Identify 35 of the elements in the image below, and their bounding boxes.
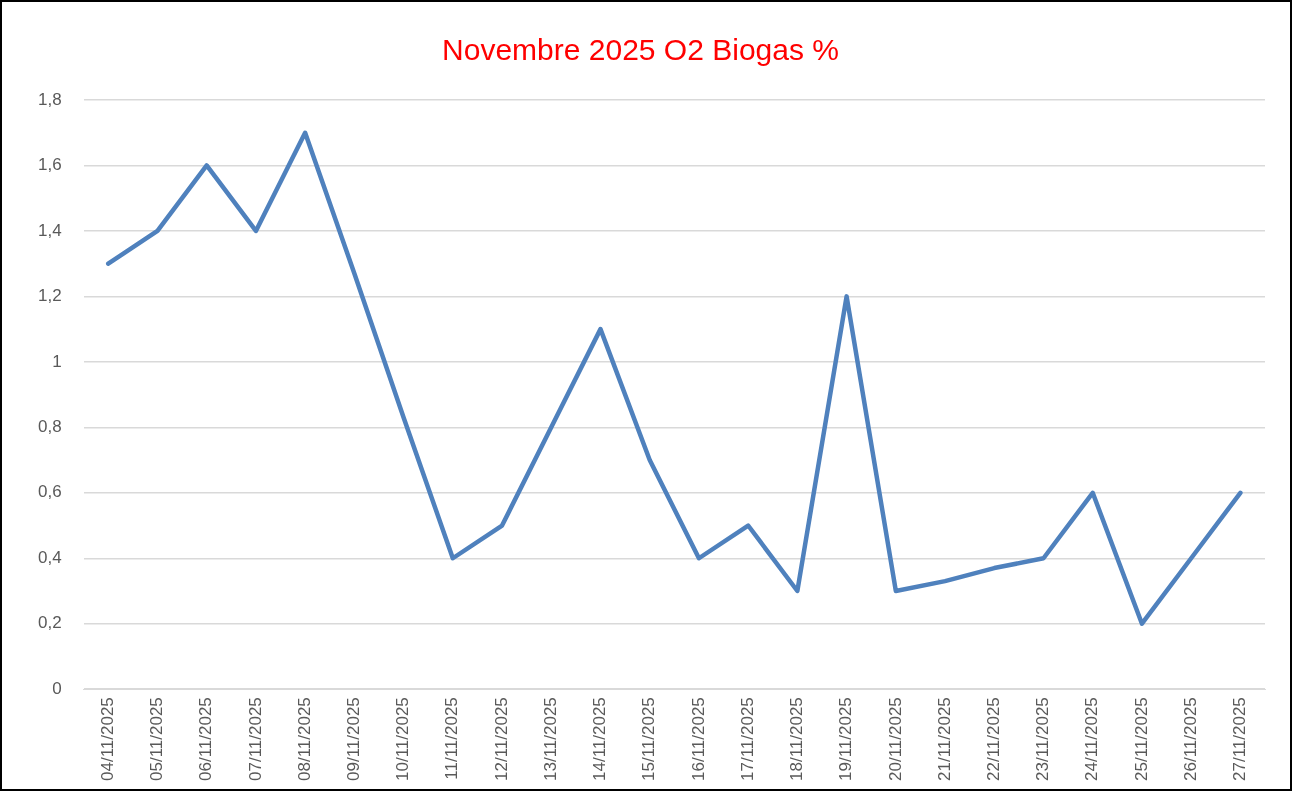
x-tick-label: 10/11/2025 <box>393 697 413 782</box>
x-tick-label: 06/11/2025 <box>196 697 216 782</box>
x-tick-label: 11/11/2025 <box>442 697 462 780</box>
x-tick-label: 12/11/2025 <box>491 697 511 782</box>
x-tick-label: 23/11/2025 <box>1033 697 1053 782</box>
y-tick-label: 0,2 <box>37 613 62 633</box>
x-tick-label: 26/11/2025 <box>1180 697 1200 782</box>
x-tick-label: 21/11/2025 <box>934 697 954 782</box>
x-tick-label: 05/11/2025 <box>147 697 167 782</box>
x-tick-label: 14/11/2025 <box>590 697 610 782</box>
x-tick-label: 20/11/2025 <box>885 697 905 782</box>
x-tick-label: 13/11/2025 <box>540 697 560 782</box>
y-tick-label: 1 <box>52 351 62 371</box>
x-tick-label: 18/11/2025 <box>787 697 807 782</box>
x-tick-label: 27/11/2025 <box>1230 697 1250 782</box>
x-tick-label: 04/11/2025 <box>97 697 117 782</box>
x-tick-label: 17/11/2025 <box>737 697 757 782</box>
x-tick-label: 09/11/2025 <box>344 697 364 782</box>
x-tick-label: 24/11/2025 <box>1082 697 1102 782</box>
x-tick-label: 08/11/2025 <box>294 697 314 782</box>
x-tick-label: 15/11/2025 <box>639 697 659 782</box>
y-tick-label: 0 <box>52 678 62 698</box>
y-tick-label: 1,2 <box>37 286 62 306</box>
y-tick-label: 0,4 <box>37 547 62 567</box>
y-tick-label: 1,6 <box>37 155 62 175</box>
x-tick-label: 16/11/2025 <box>688 697 708 782</box>
x-tick-label: 07/11/2025 <box>245 697 265 782</box>
y-tick-label: 1,8 <box>37 89 62 109</box>
x-tick-label: 25/11/2025 <box>1131 697 1151 782</box>
chart-title: Novembre 2025 O2 Biogas % <box>442 33 839 67</box>
y-tick-label: 0,8 <box>37 417 62 437</box>
x-tick-label: 19/11/2025 <box>836 697 856 782</box>
y-tick-label: 1,4 <box>37 220 62 240</box>
y-tick-label: 0,6 <box>37 482 62 502</box>
x-tick-label: 22/11/2025 <box>983 697 1003 782</box>
